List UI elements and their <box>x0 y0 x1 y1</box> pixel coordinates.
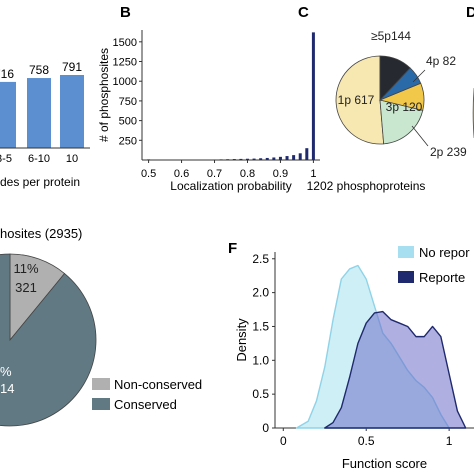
histogram-bar <box>305 148 309 160</box>
x-tick-label: 1 <box>446 434 453 448</box>
y-tick-label: 2.0 <box>252 286 269 300</box>
pie-slice-label: 1p 617 <box>338 93 375 107</box>
histogram-bar <box>259 158 263 160</box>
histogram-bar <box>278 156 282 160</box>
panel-b-histogram: 250 500 750 1000 1250 1500 0.5 0.6 0.7 0.8 0.9 1 Loc… <box>97 30 320 193</box>
panel-c-pie-chart: 1p 617 2p 239 3p 120 4p 82 ≥5p144 1202 phosph… <box>307 29 467 193</box>
panel-label-d: D <box>466 4 474 21</box>
bar-value-label: 716 <box>0 67 14 81</box>
y-tick-label: 0.5 <box>252 387 269 401</box>
histogram-bar <box>265 157 269 160</box>
pie-slice <box>335 55 385 145</box>
pie-slice-count: 321 <box>15 280 37 295</box>
histogram-bar <box>226 159 230 160</box>
y-tick-label: 0 <box>262 421 269 435</box>
label-leader-line <box>411 125 429 147</box>
y-tick-label: 500 <box>119 116 137 128</box>
x-tick-label: 0.5 <box>358 434 375 448</box>
histogram-bar <box>292 155 296 160</box>
x-tick-label: 0 <box>280 434 287 448</box>
panel-f-density-plot: 0 0.5 1.0 1.5 2.0 2.5 0 0.5 1 No repor Reporte Func… <box>234 245 474 471</box>
legend-swatch <box>398 246 414 258</box>
y-tick-label: 750 <box>119 96 137 108</box>
label-leader-line <box>412 69 426 83</box>
x-axis-title: Localization probability <box>170 179 291 193</box>
x-axis-title: Function score <box>342 456 427 471</box>
x-tick-label: 0.9 <box>273 168 288 180</box>
histogram-bar <box>298 153 302 160</box>
panel-label-c: C <box>298 4 309 21</box>
panel-a-bar-chart: 716 3-5 758 6-10 791 10 des per protein <box>0 60 90 189</box>
density-area <box>324 310 467 429</box>
histogram-bar <box>147 159 151 160</box>
pie-slice-label: 3p 120 <box>386 100 423 114</box>
y-tick-label: 250 <box>119 135 137 147</box>
histogram-bar <box>219 159 223 160</box>
y-tick-label: 1.5 <box>252 319 269 333</box>
legend-swatch <box>92 398 110 410</box>
x-tick-label: 6-10 <box>28 153 50 165</box>
legend-label: No repor <box>419 245 470 260</box>
bar-value-label: 758 <box>29 63 49 77</box>
y-axis-title: # of phosphosites <box>97 48 111 142</box>
pie-slice-label: 11% <box>13 261 38 276</box>
pie-slice <box>0 253 97 427</box>
histogram-bar <box>232 159 236 160</box>
y-tick-label: 1000 <box>113 76 137 88</box>
panel-label-f: F <box>228 240 237 257</box>
legend-label: Non-conserved <box>114 377 202 392</box>
pie-slice-label: % <box>0 364 12 379</box>
y-tick-label: 1500 <box>113 37 137 49</box>
x-tick-label: 1 <box>310 168 316 180</box>
bar <box>0 81 16 148</box>
pie-slice <box>379 55 411 102</box>
histogram-bar <box>285 156 289 160</box>
y-tick-label: 1.0 <box>252 353 269 367</box>
x-tick-label: 0.7 <box>207 168 222 180</box>
pie-slice-label: 4p 82 <box>426 54 456 68</box>
pie-slice <box>379 99 424 145</box>
bar <box>60 75 84 148</box>
y-tick-label: 1250 <box>113 57 137 69</box>
legend-swatch <box>92 378 110 390</box>
legend-label: Reporte <box>419 270 465 285</box>
x-tick-label: 0.8 <box>240 168 255 180</box>
histogram-bar <box>252 158 256 160</box>
y-tick-label: 2.5 <box>252 252 269 266</box>
pie-title: hosites (2935) <box>0 226 82 241</box>
y-axis-title: Density <box>234 318 249 362</box>
x-tick-label: 3-5 <box>0 153 12 165</box>
pie-caption: 1202 phosphoproteins <box>307 179 426 193</box>
histogram-bar <box>239 158 243 160</box>
x-tick-label: 0.6 <box>174 168 189 180</box>
histogram-bar <box>311 32 315 161</box>
pie-slice-label: ≥5p144 <box>371 29 411 43</box>
panel-e-pie-chart: hosites (2935) 11% 321% 14 Non-conserved Cons… <box>0 226 202 427</box>
panel-label-b: B <box>120 4 131 21</box>
legend-swatch <box>398 271 414 283</box>
x-tick-label: 10 <box>66 153 78 165</box>
x-tick-label: 0.5 <box>141 168 156 180</box>
pie-slice-label: 2p 239 <box>430 145 467 159</box>
histogram-bar <box>245 158 249 160</box>
histogram-bar <box>272 157 276 160</box>
bar <box>27 78 51 148</box>
bar-value-label: 791 <box>62 60 82 74</box>
pie-slice-count: 14 <box>0 381 14 396</box>
x-axis-title: des per protein <box>0 175 80 189</box>
legend-label: Conserved <box>114 397 177 412</box>
